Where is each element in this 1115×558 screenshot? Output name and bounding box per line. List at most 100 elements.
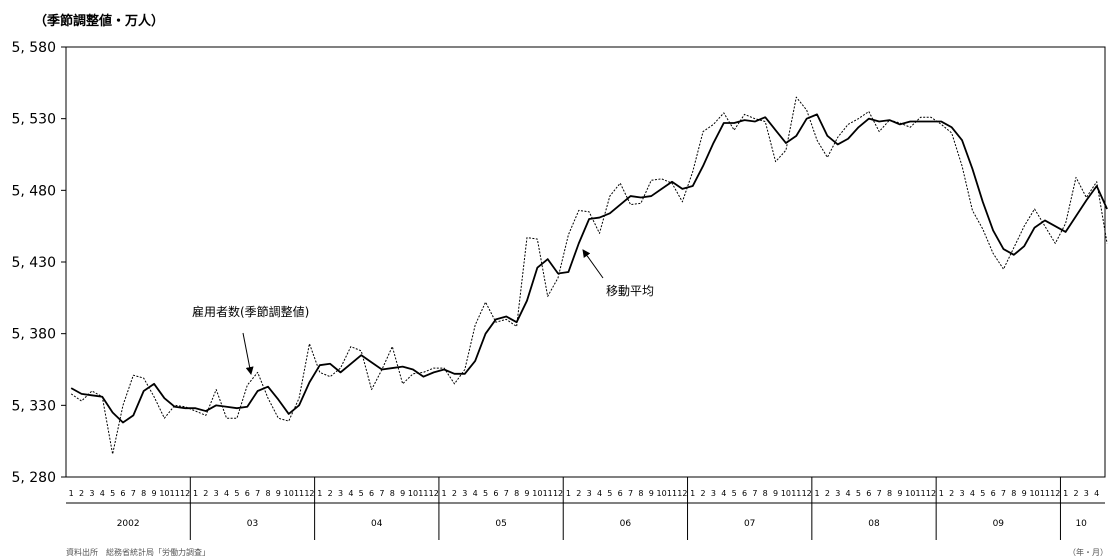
month-tick-label: 10 bbox=[159, 489, 169, 498]
x-unit-label: （年・月） bbox=[1068, 548, 1108, 557]
y-tick-label: 5, 280 bbox=[11, 470, 56, 486]
year-label: 06 bbox=[620, 519, 632, 529]
month-tick-label: 8 bbox=[638, 489, 643, 498]
month-tick-label: 11 bbox=[418, 489, 428, 498]
month-tick-label: 1 bbox=[69, 489, 74, 498]
month-tick-label: 1 bbox=[690, 489, 695, 498]
month-tick-label: 5 bbox=[234, 489, 239, 498]
month-tick-label: 5 bbox=[483, 489, 488, 498]
month-tick-label: 6 bbox=[991, 489, 996, 498]
month-tick-label: 1 bbox=[1063, 489, 1068, 498]
month-tick-label: 6 bbox=[120, 489, 125, 498]
month-tick-label: 2 bbox=[701, 489, 706, 498]
y-tick-label: 5, 480 bbox=[11, 183, 56, 199]
employees-seasonally-adjusted-line bbox=[70, 96, 1108, 455]
month-tick-label: 5 bbox=[856, 489, 861, 498]
month-tick-label: 3 bbox=[214, 489, 219, 498]
year-label: 08 bbox=[868, 519, 880, 529]
annotation-employees-label: 雇用者数(季節調整値) bbox=[192, 304, 309, 319]
month-tick-label: 12 bbox=[802, 489, 812, 498]
month-tick-label: 2 bbox=[1073, 489, 1078, 498]
annotation-moving-average-label: 移動平均 bbox=[606, 284, 654, 298]
month-tick-label: 2 bbox=[825, 489, 830, 498]
month-tick-label: 5 bbox=[110, 489, 115, 498]
month-tick-label: 8 bbox=[763, 489, 768, 498]
month-tick-label: 4 bbox=[224, 489, 229, 498]
month-tick-label: 1 bbox=[317, 489, 322, 498]
month-tick-label: 7 bbox=[752, 489, 757, 498]
annotations: 雇用者数(季節調整値) 移動平均 bbox=[192, 249, 654, 375]
year-label: 05 bbox=[495, 519, 506, 529]
month-tick-label: 7 bbox=[379, 489, 384, 498]
annotation-employees-arrow bbox=[242, 332, 254, 375]
month-tick-label: 6 bbox=[493, 489, 498, 498]
month-tick-label: 10 bbox=[781, 489, 791, 498]
month-tick-label: 11 bbox=[543, 489, 553, 498]
y-tick-label: 5, 580 bbox=[11, 40, 56, 56]
y-unit-label: （季節調整値・万人） bbox=[34, 14, 165, 29]
month-tick-label: 2 bbox=[576, 489, 581, 498]
moving-average-line bbox=[70, 113, 1108, 424]
month-tick-label: 3 bbox=[1084, 489, 1089, 498]
month-tick-label: 12 bbox=[429, 489, 439, 498]
year-label: 2002 bbox=[117, 519, 140, 529]
month-tick-label: 11 bbox=[667, 489, 677, 498]
month-tick-label: 12 bbox=[926, 489, 936, 498]
month-tick-label: 5 bbox=[359, 489, 364, 498]
month-tick-label: 11 bbox=[294, 489, 304, 498]
month-tick-label: 8 bbox=[887, 489, 892, 498]
month-tick-label: 8 bbox=[141, 489, 146, 498]
month-tick-label: 3 bbox=[711, 489, 716, 498]
month-tick-label: 10 bbox=[1029, 489, 1039, 498]
month-tick-label: 8 bbox=[265, 489, 270, 498]
month-tick-label: 9 bbox=[524, 489, 529, 498]
y-tick-label: 5, 380 bbox=[11, 327, 56, 343]
month-tick-label: 3 bbox=[587, 489, 592, 498]
month-tick-label: 11 bbox=[791, 489, 801, 498]
series-group bbox=[70, 96, 1108, 455]
month-tick-label: 3 bbox=[462, 489, 467, 498]
month-tick-label: 8 bbox=[1011, 489, 1016, 498]
month-tick-label: 1 bbox=[193, 489, 198, 498]
month-tick-label: 6 bbox=[369, 489, 374, 498]
year-label: 09 bbox=[993, 519, 1005, 529]
month-tick-label: 6 bbox=[742, 489, 747, 498]
month-tick-label: 9 bbox=[152, 489, 157, 498]
month-tick-label: 9 bbox=[1022, 489, 1027, 498]
month-tick-label: 4 bbox=[473, 489, 478, 498]
month-tick-label: 3 bbox=[960, 489, 965, 498]
month-tick-label: 4 bbox=[846, 489, 851, 498]
month-tick-label: 9 bbox=[276, 489, 281, 498]
month-tick-label: 10 bbox=[657, 489, 667, 498]
month-tick-label: 6 bbox=[866, 489, 871, 498]
month-tick-label: 7 bbox=[628, 489, 633, 498]
month-tick-label: 1 bbox=[939, 489, 944, 498]
month-tick-label: 3 bbox=[89, 489, 94, 498]
month-tick-label: 10 bbox=[532, 489, 542, 498]
month-tick-label: 4 bbox=[348, 489, 353, 498]
month-tick-label: 5 bbox=[607, 489, 612, 498]
month-tick-label: 4 bbox=[970, 489, 975, 498]
annotation-moving-average-arrow bbox=[582, 249, 604, 279]
month-tick-label: 5 bbox=[980, 489, 985, 498]
month-tick-label: 11 bbox=[916, 489, 926, 498]
month-tick-label: 12 bbox=[1050, 489, 1060, 498]
year-label: 10 bbox=[1075, 519, 1087, 529]
month-tick-label: 2 bbox=[328, 489, 333, 498]
month-tick-label: 2 bbox=[452, 489, 457, 498]
month-tick-label: 9 bbox=[649, 489, 654, 498]
y-tick-label: 5, 430 bbox=[11, 255, 56, 271]
month-tick-label: 11 bbox=[170, 489, 180, 498]
month-tick-label: 6 bbox=[245, 489, 250, 498]
month-tick-label: 12 bbox=[180, 489, 190, 498]
month-tick-label: 12 bbox=[553, 489, 563, 498]
month-tick-label: 1 bbox=[566, 489, 571, 498]
month-tick-label: 9 bbox=[400, 489, 405, 498]
month-tick-label: 4 bbox=[721, 489, 726, 498]
month-tick-label: 7 bbox=[1001, 489, 1006, 498]
month-tick-label: 6 bbox=[618, 489, 623, 498]
y-axis: 5, 280 5, 330 5, 380 5, 430 5, 480 5, 530 5, 5… bbox=[11, 40, 66, 486]
month-tick-label: 12 bbox=[677, 489, 687, 498]
plot-frame bbox=[65, 46, 1106, 478]
